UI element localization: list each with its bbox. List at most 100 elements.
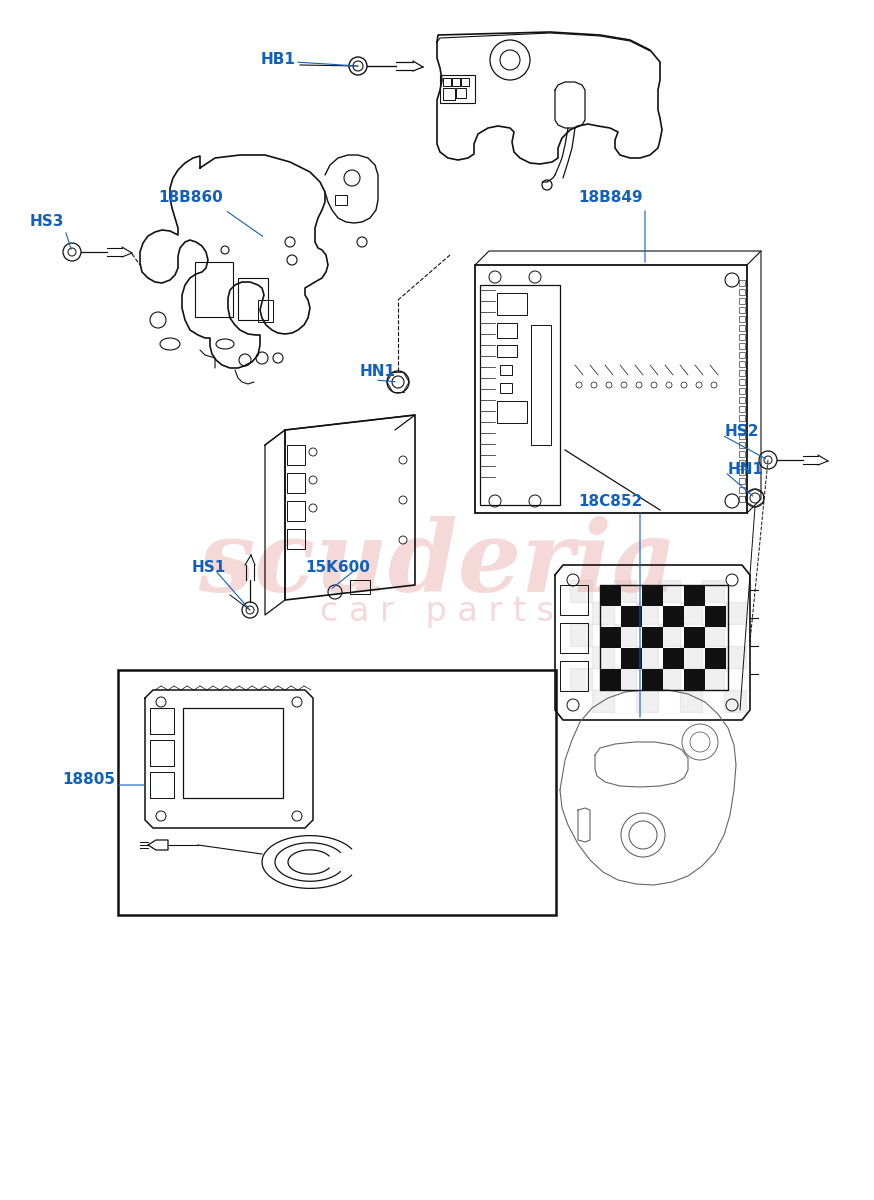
Bar (258, 300, 273, 322)
Text: 15K600: 15K600 (305, 560, 370, 576)
Bar (663, 648, 684, 670)
Bar (335, 194, 347, 205)
Bar (739, 379, 745, 385)
Bar (570, 580, 592, 602)
Bar (739, 361, 745, 367)
Bar (560, 623, 588, 653)
Bar (739, 415, 745, 421)
Bar (350, 580, 370, 594)
Bar (739, 469, 745, 475)
Bar (658, 668, 680, 690)
Bar (724, 690, 746, 712)
Bar (452, 78, 460, 86)
Text: HS3: HS3 (30, 215, 65, 229)
Bar (680, 690, 702, 712)
Bar (592, 602, 614, 624)
Text: HN1: HN1 (360, 365, 396, 379)
Bar (684, 584, 705, 606)
Bar (739, 487, 745, 493)
Bar (497, 401, 527, 422)
Bar (621, 648, 642, 670)
Bar (636, 602, 658, 624)
Bar (195, 262, 233, 317)
Bar (739, 397, 745, 403)
Bar (614, 580, 636, 602)
Bar (739, 424, 745, 430)
Text: 18B849: 18B849 (578, 191, 642, 205)
Bar (238, 278, 268, 320)
Bar (600, 584, 728, 690)
Bar (739, 370, 745, 376)
Bar (642, 626, 663, 648)
Bar (739, 352, 745, 358)
Bar (739, 325, 745, 331)
Bar (739, 451, 745, 457)
Bar (739, 307, 745, 313)
Bar (118, 670, 556, 914)
Bar (739, 460, 745, 466)
Bar (642, 670, 663, 690)
Bar (150, 708, 174, 734)
Bar (497, 346, 517, 358)
Bar (592, 690, 614, 712)
Bar (658, 580, 680, 602)
Bar (739, 343, 745, 349)
Bar (739, 388, 745, 394)
Bar (443, 88, 455, 100)
Bar (680, 602, 702, 624)
Bar (739, 496, 745, 502)
Bar (443, 78, 451, 86)
Text: HN1: HN1 (728, 462, 764, 478)
Bar (702, 668, 724, 690)
Bar (461, 78, 469, 86)
Bar (621, 606, 642, 626)
Bar (560, 661, 588, 691)
Bar (684, 626, 705, 648)
Bar (705, 606, 726, 626)
Text: HS1: HS1 (192, 560, 226, 576)
Bar (183, 708, 283, 798)
Bar (724, 646, 746, 668)
Bar (642, 584, 663, 606)
Bar (739, 478, 745, 484)
Bar (287, 473, 305, 493)
Text: 18B860: 18B860 (158, 191, 223, 205)
Bar (440, 74, 475, 103)
Bar (287, 445, 305, 464)
Bar (636, 690, 658, 712)
Bar (592, 646, 614, 668)
Bar (570, 668, 592, 690)
Bar (497, 293, 527, 314)
Text: c a r   p a r t s: c a r p a r t s (320, 595, 554, 629)
Bar (680, 646, 702, 668)
Bar (739, 289, 745, 295)
Bar (614, 668, 636, 690)
Bar (570, 624, 592, 646)
Bar (531, 325, 551, 445)
Bar (739, 334, 745, 340)
Bar (150, 772, 174, 798)
Text: HS2: HS2 (725, 425, 760, 439)
Bar (739, 406, 745, 412)
Bar (702, 624, 724, 646)
Bar (739, 442, 745, 448)
Bar (724, 602, 746, 624)
Bar (636, 646, 658, 668)
Bar (739, 280, 745, 286)
Text: scuderia: scuderia (198, 516, 676, 612)
Bar (705, 648, 726, 670)
Bar (560, 584, 588, 614)
Bar (150, 740, 174, 766)
Bar (600, 626, 621, 648)
Bar (287, 502, 305, 521)
Bar (500, 365, 512, 374)
Text: 18805: 18805 (62, 773, 115, 787)
Bar (500, 383, 512, 392)
Text: 18C852: 18C852 (578, 494, 642, 510)
Bar (684, 670, 705, 690)
Text: HB1: HB1 (260, 53, 295, 67)
Bar (600, 670, 621, 690)
Bar (739, 298, 745, 304)
Bar (614, 624, 636, 646)
Bar (658, 624, 680, 646)
